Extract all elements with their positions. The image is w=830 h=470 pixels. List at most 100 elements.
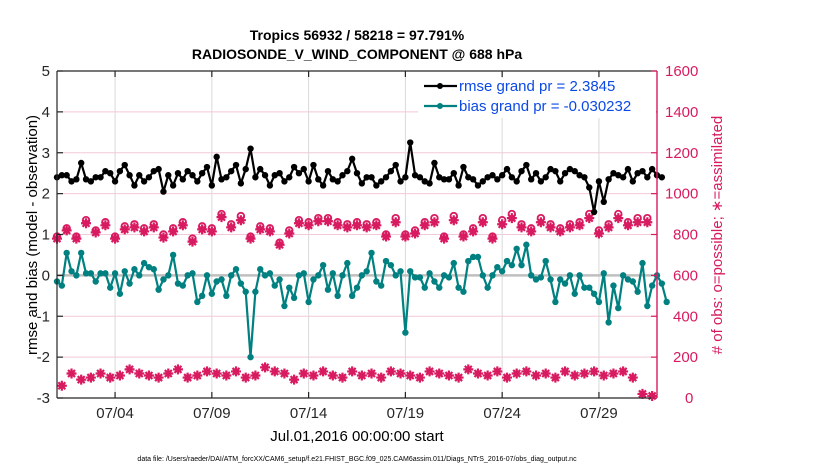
- bias-point: [111, 270, 119, 277]
- assimilated-dot: [169, 228, 177, 235]
- obs-assimilated-marker-low: [240, 372, 251, 383]
- bias-point: [566, 272, 574, 279]
- x-tick-label: 07/29: [580, 405, 618, 422]
- assimilated-dot: [165, 370, 172, 377]
- obs-assimilated-marker-low: [211, 368, 222, 379]
- bias-point: [271, 282, 278, 289]
- bias-point: [63, 249, 70, 257]
- assimilated-dot: [542, 370, 549, 377]
- bias-point: [586, 284, 593, 291]
- bias-point: [624, 276, 632, 283]
- rmse-point: [600, 198, 607, 205]
- bias-point: [605, 319, 612, 326]
- rmse-point: [547, 165, 554, 173]
- rmse-point: [455, 182, 462, 189]
- assimilated-dot: [431, 219, 438, 226]
- assimilated-dot: [465, 366, 472, 373]
- bias-point: [503, 257, 511, 265]
- bias-point: [489, 272, 496, 279]
- bias-point: [658, 280, 666, 287]
- assimilated-dot: [363, 224, 370, 231]
- rmse-point: [131, 182, 138, 189]
- assimilated-dot: [179, 222, 187, 229]
- bias-point: [266, 270, 274, 277]
- assimilated-dot: [242, 374, 249, 381]
- assimilated-dot: [610, 370, 617, 377]
- assimilated-dot: [145, 372, 153, 379]
- obs-assimilated-marker: [235, 215, 246, 226]
- y-tick-label: 5: [42, 63, 50, 80]
- obs-assimilated-marker: [448, 215, 459, 226]
- assimilated-dot: [232, 368, 240, 375]
- y2-tick-label: 1600: [665, 63, 698, 80]
- rmse-point: [194, 178, 201, 185]
- assimilated-dot: [421, 222, 428, 229]
- rmse-point: [68, 178, 75, 185]
- assimilated-dot: [532, 372, 540, 379]
- obs-assimilated-marker-low: [521, 366, 532, 377]
- bias-point: [334, 292, 341, 300]
- assimilated-dot: [416, 374, 424, 381]
- x-axis-label: Jul.01,2016 00:00:00 start: [270, 428, 444, 445]
- assimilated-dot: [373, 222, 380, 229]
- obs-assimilated-marker-low: [443, 370, 454, 381]
- bias-point: [208, 290, 216, 297]
- bias-point: [474, 253, 482, 261]
- obs-assimilated-marker-low: [502, 372, 512, 383]
- assimilated-dot: [339, 374, 346, 381]
- rmse-point: [223, 174, 230, 181]
- obs-assimilated-marker: [342, 222, 353, 233]
- bias-point: [58, 282, 66, 289]
- assimilated-dot: [227, 224, 235, 231]
- assimilated-dot: [634, 219, 641, 226]
- assimilated-dot: [310, 372, 317, 379]
- bias-point: [431, 278, 438, 285]
- bias-point: [232, 266, 240, 273]
- obs-assimilated-marker: [371, 220, 382, 231]
- obs-assimilated-marker: [400, 231, 411, 242]
- y2-tick-label: 800: [673, 227, 698, 244]
- bias-point: [581, 284, 588, 291]
- rmse-point: [257, 165, 264, 173]
- axes: [56, 70, 658, 399]
- obs-assimilated-marker: [390, 217, 401, 228]
- obs-assimilated-marker-low: [434, 368, 445, 379]
- obs-assimilated-marker-low: [105, 372, 116, 383]
- x-tick-labels: 07/04 07/09 07/14 07/19 07/24 07/29: [96, 405, 617, 422]
- rmse-point: [300, 165, 307, 173]
- assimilated-dot: [295, 220, 303, 227]
- assimilated-dot: [315, 218, 322, 225]
- bias-point: [131, 266, 138, 273]
- obs-assimilated-marker-low: [308, 370, 319, 381]
- bias-point: [160, 276, 167, 283]
- bias-point: [348, 292, 356, 300]
- data-file-footnote: data file: /Users/raeder/DAI/ATM_forcXX/…: [137, 456, 577, 463]
- bias-point: [619, 272, 627, 279]
- obs-assimilated-marker: [110, 233, 121, 244]
- obs-assimilated-marker: [168, 226, 179, 237]
- rmse-point: [377, 178, 385, 185]
- rmse-point: [615, 172, 622, 179]
- assimilated-dot: [348, 368, 356, 375]
- rmse-point: [426, 180, 433, 187]
- bias-point: [411, 274, 419, 281]
- rmse-point: [227, 167, 235, 175]
- assimilated-dot: [121, 226, 128, 233]
- bias-point: [179, 282, 187, 289]
- bias-point: [445, 274, 453, 281]
- rmse-point: [150, 167, 157, 175]
- rmse-point: [116, 167, 124, 175]
- obs-assimilated-marker: [332, 220, 343, 231]
- bias-point: [552, 298, 559, 306]
- rmse-point: [140, 178, 148, 185]
- bias-line: [56, 243, 668, 359]
- bias-point: [484, 284, 491, 291]
- obs-assimilated-marker-low: [114, 370, 125, 381]
- rmse-point: [145, 174, 153, 181]
- assimilated-dot: [368, 370, 375, 377]
- rmse-point: [634, 169, 641, 177]
- obs-assimilated-marker-low: [647, 390, 658, 401]
- assimilated-dot: [479, 219, 487, 226]
- obs-assimilated-marker-low: [550, 372, 561, 383]
